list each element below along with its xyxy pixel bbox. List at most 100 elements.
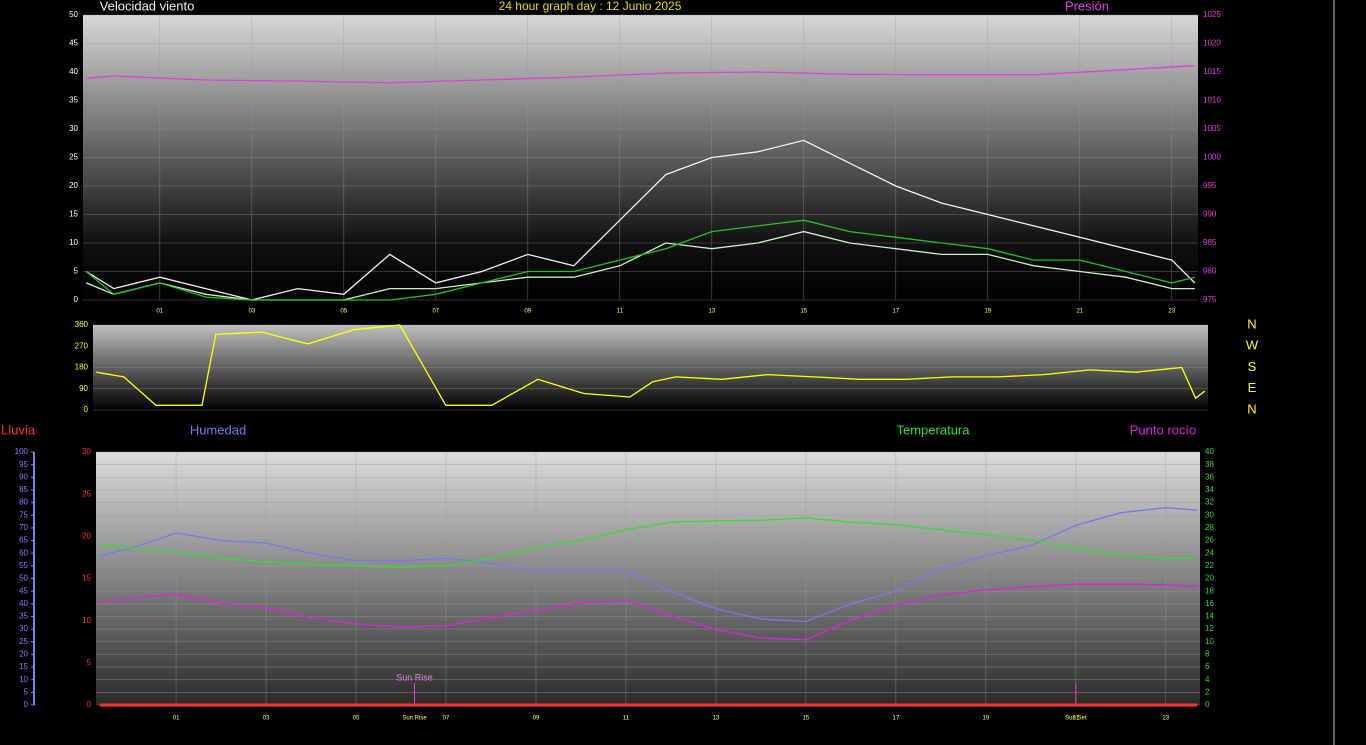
y-tick-label: 0 bbox=[74, 295, 79, 304]
y-tick-label: 15 bbox=[69, 210, 78, 219]
compass-label: N bbox=[1247, 316, 1256, 331]
series-line bbox=[85, 219, 1195, 301]
legend-label: Lluvia bbox=[1, 422, 36, 437]
y-tick-label: 30 bbox=[82, 447, 91, 456]
x-tick-label: 11 bbox=[617, 309, 624, 315]
x-tick-label: 05 bbox=[353, 716, 360, 722]
y-tick-label: 1005 bbox=[1203, 124, 1221, 133]
y-tick-label: 980 bbox=[1203, 267, 1217, 276]
y-tick-label: 20 bbox=[69, 181, 78, 190]
y-tick-label: 995 bbox=[1203, 181, 1217, 190]
x-tick-label: 01 bbox=[156, 309, 163, 315]
y-tick-label: 30 bbox=[19, 624, 28, 633]
x-tick-label: 13 bbox=[713, 716, 720, 722]
y-tick-label: 8 bbox=[1205, 650, 1210, 659]
y-tick-label: 35 bbox=[69, 96, 78, 105]
series-line bbox=[96, 324, 1206, 406]
y-tick-label: 95 bbox=[19, 460, 28, 469]
y-tick-label: 0 bbox=[1205, 700, 1210, 709]
x-tick-label: 13 bbox=[708, 309, 715, 315]
y-tick-label: 45 bbox=[19, 586, 28, 595]
y-tick-label: 4 bbox=[1205, 675, 1210, 684]
y-tick-label: 20 bbox=[1205, 574, 1214, 583]
y-tick-label: 990 bbox=[1203, 210, 1217, 219]
y-tick-label: 1010 bbox=[1203, 96, 1221, 105]
y-tick-label: 5 bbox=[24, 687, 29, 696]
x-tick-label: 07 bbox=[443, 716, 450, 722]
y-tick-label: 80 bbox=[19, 498, 28, 507]
series-line bbox=[86, 65, 1195, 84]
y-tick-label: 35 bbox=[19, 612, 28, 621]
series-line bbox=[99, 507, 1198, 623]
y-tick-label: 975 bbox=[1203, 295, 1217, 304]
y-tick-label: 20 bbox=[19, 650, 28, 659]
y-tick-label: 1025 bbox=[1203, 10, 1221, 19]
y-tick-label: 12 bbox=[1205, 624, 1214, 633]
series-line bbox=[99, 517, 1198, 568]
y-tick-label: 100 bbox=[15, 447, 29, 456]
chart-title: 24 hour graph day : 12 Junio 2025 bbox=[499, 0, 682, 13]
y-tick-label: 14 bbox=[1205, 612, 1214, 621]
y-tick-label: 90 bbox=[79, 384, 88, 393]
x-tick-label: 23 bbox=[1162, 716, 1169, 722]
y-tick-label: 90 bbox=[19, 472, 28, 481]
x-tick-label: 15 bbox=[803, 716, 810, 722]
y-tick-label: 10 bbox=[82, 616, 91, 625]
y-tick-label: 24 bbox=[1205, 548, 1214, 557]
y-tick-label: 40 bbox=[1205, 447, 1214, 456]
y-tick-label: 0 bbox=[84, 405, 89, 414]
x-tick-label: 23 bbox=[1168, 309, 1175, 315]
compass-label: E bbox=[1248, 380, 1257, 395]
y-tick-label: 10 bbox=[1205, 637, 1214, 646]
y-tick-label: 5 bbox=[87, 658, 92, 667]
y-tick-label: 30 bbox=[1205, 510, 1214, 519]
x-tick-label: 19 bbox=[983, 716, 990, 722]
x-tick-label: 15 bbox=[800, 309, 807, 315]
y-tick-label: 0 bbox=[87, 700, 92, 709]
y-tick-label: 36 bbox=[1205, 472, 1214, 481]
y-tick-label: 45 bbox=[69, 39, 78, 48]
y-tick-label: 20 bbox=[82, 531, 91, 540]
legend-label: Humedad bbox=[190, 422, 246, 437]
x-tick-label: 03 bbox=[248, 309, 255, 315]
y-tick-label: 26 bbox=[1205, 536, 1214, 545]
compass-label: N bbox=[1247, 401, 1256, 416]
x-tick-label: 01 bbox=[173, 716, 180, 722]
y-tick-label: 16 bbox=[1205, 599, 1214, 608]
compass-label: S bbox=[1248, 359, 1257, 374]
y-tick-label: 15 bbox=[19, 662, 28, 671]
y-tick-label: 0 bbox=[24, 700, 29, 709]
x-tick-label: 09 bbox=[524, 309, 531, 315]
y-tick-label: 25 bbox=[69, 153, 78, 162]
y-tick-label: 1020 bbox=[1203, 39, 1221, 48]
y-tick-label: 32 bbox=[1205, 498, 1214, 507]
x-tick-label: 07 bbox=[432, 309, 439, 315]
y-tick-label: 40 bbox=[69, 67, 78, 76]
x-tick-label: 21 bbox=[1072, 716, 1079, 722]
y-tick-label: 5 bbox=[74, 267, 79, 276]
x-tick-label: 17 bbox=[892, 309, 899, 315]
y-tick-label: 30 bbox=[69, 124, 78, 133]
y-tick-label: 60 bbox=[19, 548, 28, 557]
marker-label: Sun Set bbox=[1065, 716, 1087, 722]
y-tick-label: 50 bbox=[69, 10, 78, 19]
y-tick-label: 15 bbox=[82, 574, 91, 583]
y-tick-label: 6 bbox=[1205, 662, 1210, 671]
y-tick-label: 18 bbox=[1205, 586, 1214, 595]
legend-label: Velocidad viento bbox=[100, 0, 195, 13]
x-tick-label: 17 bbox=[893, 716, 900, 722]
y-tick-label: 25 bbox=[19, 637, 28, 646]
y-tick-label: 70 bbox=[19, 523, 28, 532]
y-tick-label: 28 bbox=[1205, 523, 1214, 532]
y-tick-label: 65 bbox=[19, 536, 28, 545]
y-tick-label: 38 bbox=[1205, 460, 1214, 469]
y-tick-label: 34 bbox=[1205, 485, 1214, 494]
y-tick-label: 55 bbox=[19, 561, 28, 570]
x-tick-label: 09 bbox=[533, 716, 540, 722]
marker-label: Sun Rise bbox=[402, 716, 427, 722]
x-tick-label: 19 bbox=[984, 309, 991, 315]
y-tick-label: 10 bbox=[19, 675, 28, 684]
x-tick-label: 11 bbox=[623, 716, 630, 722]
